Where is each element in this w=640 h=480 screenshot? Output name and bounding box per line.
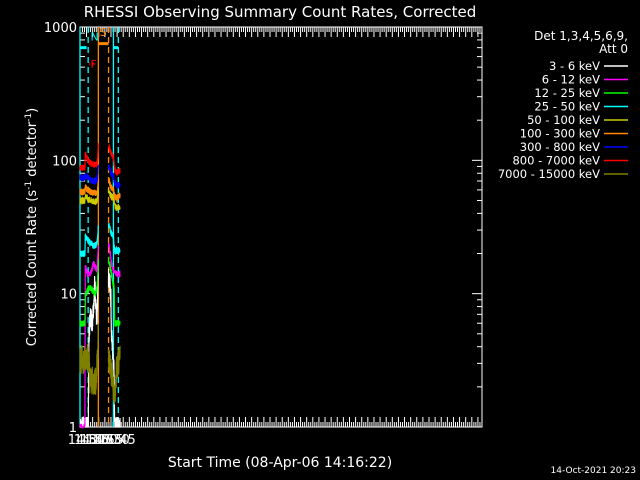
flag-marker-letter: N <box>91 30 99 43</box>
y-axis-label-sup1: -1 <box>24 181 34 190</box>
x-tick-label: 15:15 <box>86 433 123 448</box>
series-line <box>79 256 121 328</box>
y-axis-label-tail: detector <box>25 121 40 181</box>
legend-label: 6 - 12 keV <box>542 73 600 87</box>
legend-label: 7000 - 15000 keV <box>498 167 600 181</box>
y-axis-label: Corrected Count Rate (s-1 detector-1) <box>24 108 40 346</box>
x-tick-label: 15:00 <box>80 433 117 448</box>
series-line <box>79 176 121 204</box>
legend-label: 300 - 800 keV <box>520 140 600 154</box>
legend-label: 100 - 300 keV <box>520 127 600 141</box>
flag-marker-letter: S <box>100 26 107 39</box>
y-axis-label-close: ) <box>25 108 40 113</box>
y-tick-label: 1000 <box>44 21 77 36</box>
flag-markers: N F S <box>91 26 107 71</box>
x-tick-label: 14:30 <box>68 433 105 448</box>
y-axis-label-head: Corrected Count Rate (s <box>25 190 40 347</box>
timestamp: 14-Oct-2021 20:23 <box>551 466 636 476</box>
series-line <box>79 268 121 429</box>
x-tick-label: 15:30 <box>92 433 129 448</box>
chart-title: RHESSI Observing Summary Count Rates, Co… <box>84 3 477 21</box>
legend-label: 800 - 7000 keV <box>512 154 600 168</box>
legend-label: 50 - 100 keV <box>527 113 600 127</box>
x-tick-label: 14:45 <box>74 433 111 448</box>
series-lines <box>79 143 121 430</box>
y-tick-label: 100 <box>52 154 77 169</box>
series-line <box>79 222 121 257</box>
x-tick-label: 15:45 <box>98 433 135 448</box>
series-line <box>79 164 121 189</box>
legend-label: 25 - 50 keV <box>534 100 600 114</box>
series-line <box>79 186 121 211</box>
series-line <box>79 242 121 430</box>
y-tick-label: 1 <box>69 421 77 436</box>
y-tick-labels: 1 10 100 1000 <box>44 21 77 436</box>
flag-marker-letter: F <box>91 58 97 71</box>
legend-label: 3 - 6 keV <box>549 59 600 73</box>
series-line <box>79 143 121 176</box>
axis-ticks <box>80 26 482 428</box>
flag-bars <box>80 42 119 66</box>
y-axis-label-sup2: -1 <box>24 113 34 122</box>
x-axis-label: Start Time (08-Apr-06 14:16:22) <box>168 455 392 471</box>
legend-label: 12 - 25 keV <box>534 86 600 100</box>
series-line <box>79 323 121 405</box>
legend-header-line-2: Att 0 <box>599 42 628 56</box>
legend-header-line-1: Det 1,3,4,5,6,9, <box>534 29 628 43</box>
y-tick-label: 10 <box>60 288 77 303</box>
